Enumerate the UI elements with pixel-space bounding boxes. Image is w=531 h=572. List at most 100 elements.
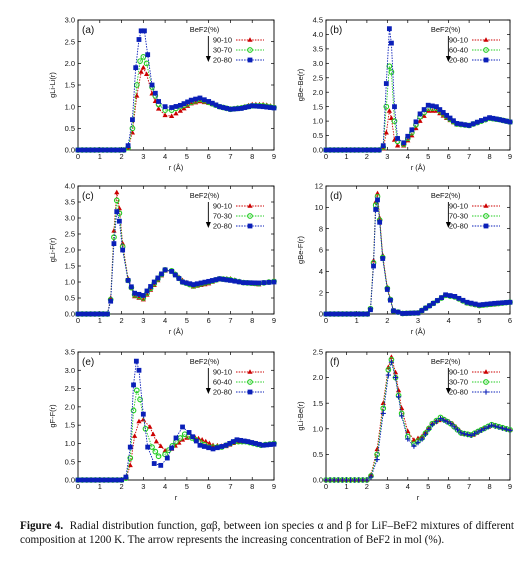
legend-marker — [483, 203, 489, 208]
data-point — [79, 311, 85, 317]
data-point — [224, 106, 230, 111]
data-point — [206, 445, 212, 451]
y-tick-label: 0 — [319, 310, 323, 319]
data-point — [256, 280, 262, 286]
x-tick-label: 4 — [163, 316, 167, 325]
data-point — [97, 477, 103, 483]
data-point — [220, 105, 226, 110]
data-point — [451, 118, 456, 124]
x-tick-label: 0 — [76, 482, 80, 491]
data-point — [93, 477, 98, 483]
data-point — [100, 311, 106, 317]
data-point — [437, 415, 444, 422]
x-axis-label: r — [175, 493, 178, 502]
x-tick-label: 1 — [344, 152, 348, 161]
data-point — [79, 147, 85, 153]
data-point — [372, 147, 378, 153]
data-point — [75, 311, 81, 317]
data-point — [490, 115, 496, 121]
data-point — [142, 28, 147, 34]
y-tick-label: 6 — [319, 246, 323, 255]
data-point — [253, 103, 259, 109]
legend-marker — [483, 379, 489, 385]
data-point — [88, 311, 93, 317]
data-point — [242, 105, 248, 110]
legend-marker — [483, 57, 489, 63]
y-tick-label: 0.5 — [65, 124, 75, 133]
data-point — [162, 104, 168, 110]
data-point — [155, 453, 162, 460]
data-point — [155, 106, 162, 111]
data-point — [417, 118, 423, 123]
data-point — [323, 147, 329, 153]
data-point — [150, 431, 156, 437]
data-point — [392, 104, 397, 110]
series-line — [326, 196, 511, 315]
data-point — [437, 107, 443, 112]
data-point — [267, 105, 273, 110]
legend-marker — [247, 37, 253, 42]
data-point — [114, 189, 120, 195]
x-tick-label: 4 — [406, 152, 410, 161]
data-point — [104, 147, 110, 153]
x-tick-label: 9 — [272, 482, 276, 491]
data-point — [84, 311, 89, 317]
y-tick-label: 3.5 — [65, 348, 75, 357]
data-point — [153, 438, 159, 444]
data-point — [114, 209, 120, 214]
data-point — [419, 436, 425, 442]
data-point — [220, 276, 226, 282]
series-line — [78, 419, 275, 481]
data-point — [405, 137, 411, 143]
data-point — [140, 416, 146, 422]
data-point — [507, 119, 513, 125]
data-point — [158, 443, 164, 448]
data-point — [130, 407, 137, 414]
data-point — [394, 142, 401, 148]
data-point — [111, 241, 117, 246]
data-point — [422, 431, 429, 437]
y-axis-label: gF-F(r) — [48, 404, 57, 428]
data-point — [75, 477, 81, 483]
data-point — [427, 303, 432, 309]
data-point — [197, 98, 203, 104]
legend-marker — [483, 37, 489, 42]
data-point — [386, 108, 392, 113]
y-axis-label: gBe-F(r) — [296, 236, 305, 264]
x-axis-label: r (Å) — [411, 327, 426, 336]
x-tick-label: 8 — [487, 482, 491, 491]
data-point — [249, 440, 255, 445]
data-point — [472, 301, 478, 307]
data-point — [456, 295, 462, 301]
data-point — [137, 58, 143, 65]
x-tick-label: 8 — [250, 152, 254, 161]
data-point — [169, 113, 175, 118]
data-point — [482, 426, 488, 432]
x-tick-label: 9 — [272, 316, 276, 325]
data-point — [352, 147, 358, 153]
data-point — [497, 117, 503, 123]
y-tick-label: 2.0 — [65, 59, 75, 68]
panel-label: (b) — [330, 25, 342, 36]
caption-text: Radial distribution function, gαβ, betwe… — [20, 520, 514, 547]
data-point — [113, 197, 120, 204]
y-tick-label: 3.0 — [65, 366, 75, 375]
data-point — [413, 125, 419, 131]
x-tick-label: 7 — [467, 152, 471, 161]
y-tick-label: 2.0 — [313, 373, 323, 382]
data-point — [188, 97, 194, 103]
data-point — [271, 441, 277, 447]
x-tick-label: 1 — [98, 152, 102, 161]
data-point — [377, 219, 383, 225]
data-point — [478, 427, 484, 433]
x-tick-label: 5 — [426, 482, 430, 491]
legend-entry-90-10: 90-10 — [449, 202, 468, 211]
data-point — [415, 310, 421, 316]
y-tick-label: 2.5 — [313, 73, 323, 82]
y-tick-label: 3.0 — [65, 214, 75, 223]
x-tick-label: 3 — [416, 316, 420, 325]
data-point — [147, 424, 153, 429]
data-point — [395, 309, 401, 315]
data-point — [121, 147, 127, 153]
y-tick-label: 1.0 — [65, 439, 75, 448]
